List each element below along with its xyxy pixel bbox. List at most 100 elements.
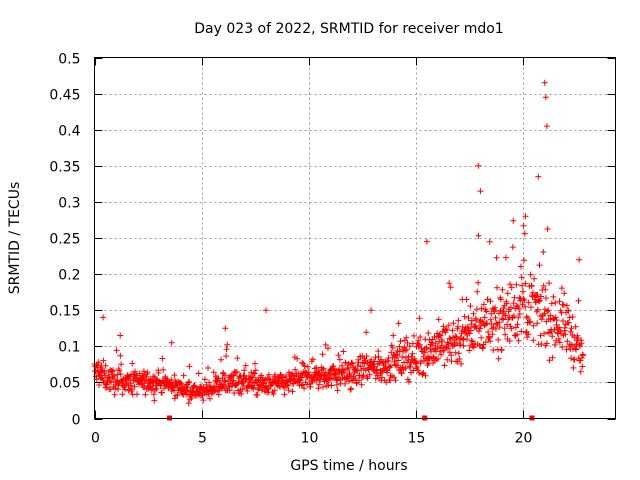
- data-point: [577, 343, 583, 350]
- data-point: [528, 304, 534, 311]
- grid-lines: [94, 57, 616, 419]
- data-point: [456, 356, 463, 362]
- data-point: [411, 332, 417, 339]
- data-point: [534, 320, 541, 327]
- data-point: [579, 363, 586, 370]
- data-point: [442, 327, 449, 334]
- y-tick-label: 0.1: [58, 340, 80, 356]
- data-point: [522, 213, 529, 220]
- data-point: [338, 362, 345, 369]
- data-point: [578, 340, 585, 347]
- data-point: [540, 282, 547, 289]
- data-point: [242, 362, 249, 369]
- x-axis-ticks: 0 5 10 15 20: [91, 57, 533, 447]
- y-tick-label: 0.35: [49, 160, 80, 176]
- data-point: [309, 356, 316, 363]
- data-point: [488, 310, 495, 317]
- data-point: [555, 335, 562, 342]
- data-point: [487, 316, 494, 323]
- y-tick-label: 0.3: [58, 196, 80, 212]
- data-point: [159, 355, 166, 362]
- data-point: [470, 344, 477, 351]
- data-point: [571, 356, 578, 363]
- data-point: [409, 350, 416, 357]
- data-point: [387, 362, 394, 369]
- data-point: [414, 363, 421, 370]
- data-point: [455, 350, 462, 357]
- data-point: [439, 338, 446, 345]
- data-point: [549, 333, 556, 340]
- data-point: [438, 351, 445, 358]
- data-point: [113, 347, 120, 354]
- data-point: [483, 308, 490, 315]
- data-point: [251, 370, 258, 377]
- data-point: [461, 313, 468, 320]
- data-point: [541, 330, 548, 337]
- data-point: [497, 296, 504, 303]
- data-point: [552, 314, 559, 321]
- data-point: [201, 376, 208, 383]
- data-point: [223, 346, 230, 353]
- data-point: [334, 387, 341, 394]
- data-point: [302, 368, 309, 375]
- y-axis-ticks: 0 0.05 0.1 0.15 0.2 0.25 0.3 0.35 0.4 0.45 0.5: [49, 52, 616, 429]
- data-point: [348, 359, 355, 366]
- data-point: [233, 369, 240, 375]
- data-point: [414, 367, 421, 374]
- data-point: [534, 292, 541, 298]
- data-point: [521, 230, 528, 237]
- data-point: [544, 226, 551, 232]
- data-point: [389, 344, 396, 351]
- data-point: [477, 325, 483, 332]
- data-point: [150, 373, 157, 380]
- data-point: [328, 382, 335, 389]
- data-point: [481, 314, 488, 321]
- data-point: [436, 332, 443, 338]
- data-point: [397, 338, 404, 345]
- data-point: [95, 359, 102, 366]
- data-point: [448, 352, 455, 359]
- data-point: [396, 348, 403, 355]
- data-point: [443, 326, 450, 333]
- data-point: [515, 314, 522, 321]
- data-point: [522, 280, 529, 287]
- data-point: [404, 340, 411, 346]
- data-point: [234, 355, 241, 362]
- data-point: [561, 290, 568, 297]
- data-point: [226, 387, 233, 394]
- data-point: [561, 324, 568, 331]
- data-point: [325, 345, 331, 352]
- data-point: [548, 328, 555, 335]
- data-point: [538, 316, 545, 323]
- data-point: [458, 360, 465, 367]
- data-point: [399, 353, 406, 360]
- data-point: [570, 364, 577, 371]
- data-point: [250, 370, 257, 377]
- data-point: [110, 367, 116, 374]
- data-point: [206, 395, 213, 402]
- data-point: [150, 391, 157, 398]
- data-point: [492, 314, 499, 321]
- data-point: [466, 330, 473, 337]
- data-point: [313, 377, 320, 384]
- data-point: [114, 371, 121, 378]
- data-point: [502, 331, 509, 338]
- data-point: [556, 339, 563, 346]
- data-point: [571, 334, 578, 341]
- data-point: [206, 379, 213, 386]
- x-tick-label: 20: [515, 431, 533, 447]
- data-point: [487, 338, 494, 345]
- data-point: [563, 346, 570, 353]
- data-point: [132, 368, 138, 375]
- data-point: [467, 303, 474, 309]
- data-point: [446, 335, 453, 342]
- y-axis-title: SRMTID / TECUs: [7, 182, 23, 295]
- data-point: [200, 397, 207, 404]
- data-point: [422, 372, 429, 379]
- data-point: [446, 349, 453, 356]
- data-point: [577, 368, 584, 375]
- data-point: [507, 281, 514, 288]
- data-point: [552, 299, 559, 306]
- data-point: [423, 238, 430, 245]
- data-point: [455, 317, 462, 324]
